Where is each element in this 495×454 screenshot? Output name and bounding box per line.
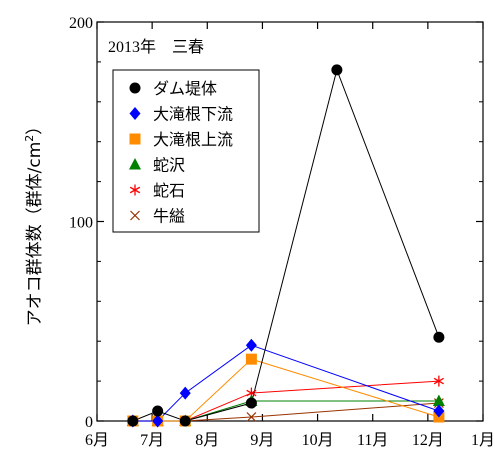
y-tick-label: 200 [69,15,93,32]
legend-marker-4 [129,184,141,196]
series-1-point [179,386,191,400]
series-0-point [245,397,257,409]
y-tick-label: 100 [69,215,93,232]
series-line-1 [132,344,440,422]
series-5-point [246,412,257,422]
series-layer [126,64,445,428]
x-tick-label: 7月 [140,432,164,449]
series-0-point [331,64,343,76]
legend-label-0: ダム堤体 [153,79,217,98]
series-2-point [245,353,257,365]
legend-label-2: 大滝根上流 [153,130,233,149]
series-0-point [127,415,139,427]
legend-marker-5 [130,210,140,221]
series-line-2 [132,358,440,422]
legend-marker-2 [129,133,141,145]
x-tick-label: 6月 [85,432,109,449]
legend-marker-5-stroke [130,210,140,221]
x-tick-label: 10月 [302,432,334,449]
series-3-point-shape [432,394,445,407]
legend-box [112,69,260,233]
y-axis-label: アオコ群体数（群体/cm2） [23,118,45,327]
series-0-point [152,405,164,417]
legend-label-3: 蛇沢 [153,156,185,175]
x-tick-label: 1月 [471,432,495,449]
y-tick-label: 0 [85,414,93,431]
series-0-point-shape [179,415,191,427]
legend-marker-0 [129,82,141,94]
series-1-point [433,404,445,418]
series-0-point [433,331,445,343]
legend-marker-3-shape [129,158,141,170]
series-1-point-shape [245,338,257,352]
series-0-point-shape [245,397,257,409]
legend-marker-2-shape [129,133,141,145]
series-0-point-shape [331,64,343,76]
legend-marker-1 [129,107,141,120]
series-1-point-shape [152,414,164,428]
series-1-point [152,414,164,428]
x-tick-label: 11月 [357,432,388,449]
series-0-point [179,415,191,427]
legend-label-4: 蛇石 [153,181,185,200]
x-axis: 6月 7月 8月 9月 10月 11月 12月 1月 [85,22,495,449]
series-0-point-shape [433,331,445,343]
series-line-3 [132,400,439,422]
chart-annotation: 2013年 三春 [108,38,204,56]
x-tick-label: 8月 [195,432,219,449]
series-1-point-shape [179,386,191,400]
series-4-point-stroke [246,389,257,397]
x-tick-label: 12月 [412,432,444,449]
series-1-point [245,338,257,352]
legend-marker-4-stroke [129,186,141,194]
series-1-point-shape [433,404,445,418]
series-4-point-stroke [433,377,444,385]
series-4-point [433,375,444,387]
legend-marker-3 [129,158,141,170]
series-2-point-shape [245,353,257,365]
legend-label-5: 牛縊 [153,207,185,226]
x-tick-label: 9月 [250,432,274,449]
y-axis: 0 100 200 [69,15,483,431]
series-0-point-shape [127,415,139,427]
legend-marker-1-shape [129,107,141,120]
legend-marker-0-shape [129,82,141,94]
series-5-point-stroke [246,412,257,422]
legend-label-1: 大滝根下流 [153,105,233,124]
series-0-point-shape [152,405,164,417]
series-3-point [432,394,445,407]
